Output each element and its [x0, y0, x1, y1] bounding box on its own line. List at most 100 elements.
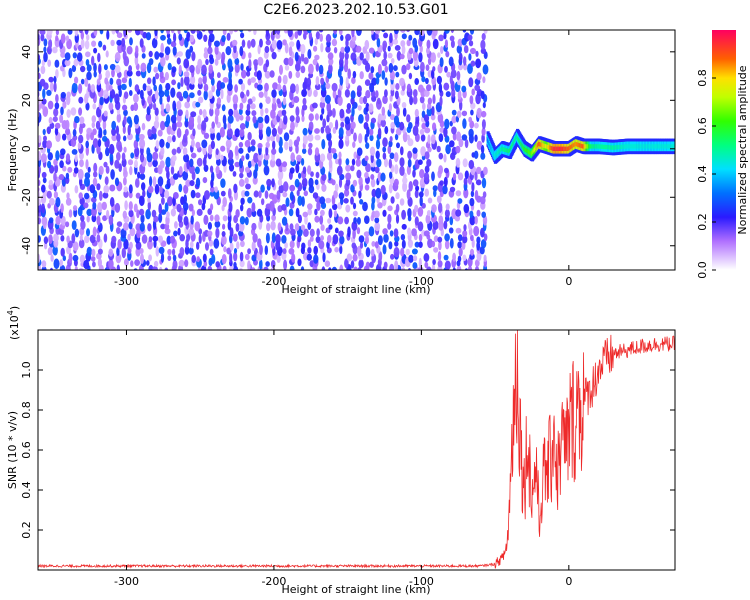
spectrogram-cell [79, 234, 83, 241]
spectrogram-cell [79, 122, 86, 129]
spectrogram-cell [345, 33, 352, 42]
snr-y-axis-label: SNR (10 * v/v) [6, 411, 19, 489]
spectrogram-cell [384, 126, 389, 135]
spectrogram-cell [301, 114, 305, 123]
spectrogram-cell [302, 211, 309, 218]
spectrogram-cell [185, 109, 189, 119]
spectrogram-cell [235, 222, 240, 232]
spectrogram-cell [246, 103, 251, 112]
spectrogram-cell [277, 222, 282, 232]
spectrogram-cell [214, 45, 219, 55]
spectrogram-cell [209, 165, 214, 173]
spectrogram-cell [42, 177, 47, 184]
spectrogram-cell [382, 228, 388, 235]
spectrogram-cell [407, 267, 412, 270]
spectrogram-cell [430, 52, 436, 63]
spectrogram-cell [288, 145, 293, 152]
spectrogram-cell [328, 122, 333, 129]
spectrogram-cell [247, 196, 253, 204]
spectrogram-cell [60, 203, 64, 213]
spectrogram-cell [394, 90, 399, 100]
spectrogram-cell [116, 140, 122, 151]
spectrogram-cell [248, 58, 252, 69]
spectrogram-cell [352, 228, 356, 240]
spectrogram-cell [408, 122, 413, 130]
spectrogram-cell [374, 210, 380, 219]
spectrogram-cell [334, 227, 339, 234]
spectrogram-cell [271, 178, 275, 188]
spectrogram-cell [252, 115, 257, 124]
spectrogram-cell [71, 64, 77, 73]
spectrogram-cell [55, 150, 60, 161]
spectrogram-cell [289, 184, 296, 192]
spectrogram-cell [128, 191, 133, 199]
spectrogram-cell [71, 149, 78, 155]
spectrogram-cell [302, 127, 308, 136]
spectrogram-cell [236, 241, 240, 250]
spectrogram-cell [46, 30, 53, 36]
spectrogram-cell [289, 41, 295, 47]
spectrogram-cell [265, 126, 272, 137]
spectrogram-cell [229, 242, 234, 251]
spectrogram-cell [364, 172, 369, 179]
spectrogram-cell [268, 192, 275, 200]
spectrogram-cell [228, 70, 233, 81]
spectrogram-cell [208, 30, 214, 35]
spectrogram-cell [67, 166, 73, 173]
spectrogram-cell [72, 128, 77, 137]
spectrogram-cell [170, 208, 176, 217]
spectrogram-cell [271, 89, 277, 98]
spectrogram-cell [449, 238, 454, 249]
spectrogram-cell [103, 110, 108, 117]
spectrogram-cell [135, 178, 140, 188]
spectrogram-cell [313, 254, 319, 264]
spectrogram-cell [91, 214, 97, 223]
spectrogram-cell [222, 223, 226, 230]
spectrogram-cell [164, 46, 171, 56]
spectrogram-cell [288, 46, 293, 57]
spectrogram-cell [357, 245, 362, 257]
spectrogram-cell [301, 158, 305, 166]
spectrogram-cell [177, 227, 181, 236]
spectrogram-cell [96, 144, 101, 155]
spectrogram-cell [395, 203, 400, 213]
spectrogram-cell [140, 62, 147, 73]
spectrogram-cell [350, 52, 357, 62]
spectrogram-cell [418, 159, 423, 165]
colorbar: 0.00.20.40.60.8 Normalized spectral ampl… [696, 30, 749, 279]
spectrogram-cell [157, 176, 164, 187]
spectrogram-cell [159, 185, 163, 194]
spectrogram-cell [408, 72, 413, 80]
spectrogram-cell [159, 160, 165, 169]
spectrogram-cell [215, 148, 219, 156]
spectrogram-cell [76, 52, 83, 62]
spectrogram-cell [190, 152, 197, 159]
spectrogram-cell [123, 30, 127, 38]
spectrogram-cell [109, 152, 114, 162]
spectrogram-cell [426, 159, 432, 167]
spectrogram-cell [229, 30, 234, 35]
spectrogram-cell [52, 46, 58, 54]
spectrogram-cell [227, 220, 232, 231]
spectrogram-cell [53, 172, 57, 182]
spectrogram-cell [353, 151, 358, 160]
spectrogram-cell [308, 31, 313, 41]
spectrogram-cell [461, 110, 468, 117]
spectrogram-cell [438, 202, 443, 213]
spectrogram-cell [172, 46, 177, 56]
spectrogram-cell [352, 253, 358, 262]
spectrogram-cell [394, 133, 399, 141]
spectrogram-cell [38, 198, 41, 206]
spectrogram-cell [141, 234, 148, 244]
spectrogram-cell [215, 261, 220, 268]
spectrogram-cell [135, 45, 139, 54]
spectrogram-cell [427, 102, 432, 110]
spectrogram-cell [346, 103, 352, 110]
spectrogram-cell [257, 238, 262, 248]
spectrogram-cell [306, 77, 312, 88]
spectrogram-cell [159, 95, 163, 105]
spectrogram-cell [288, 70, 293, 79]
spectrogram-cell [462, 158, 468, 168]
spectrogram-cell [260, 107, 264, 117]
spectrogram-cell [89, 184, 96, 194]
